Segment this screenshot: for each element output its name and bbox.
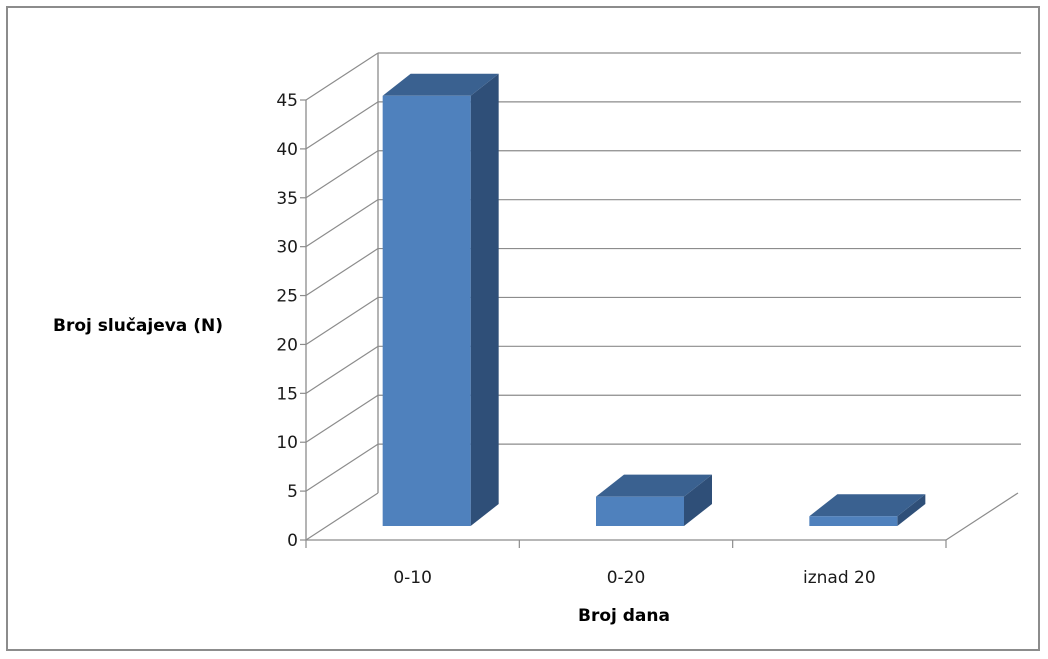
y-tick-label: 15 bbox=[276, 384, 298, 404]
label-layer: 0 5 10 15 20 25 30 35 40 45 0-10 0-20 iznad 20 bbox=[276, 91, 875, 588]
gridline-side bbox=[305, 492, 379, 541]
bar-top bbox=[809, 494, 926, 517]
y-tick-label: 45 bbox=[276, 91, 298, 111]
bar-side bbox=[897, 494, 926, 526]
bar-side bbox=[470, 73, 499, 527]
bar-top bbox=[596, 474, 712, 497]
gridline-side bbox=[305, 101, 379, 150]
gridline-side bbox=[305, 150, 379, 199]
gridline-side bbox=[305, 443, 379, 492]
bar-layer bbox=[382, 73, 926, 527]
bar-front bbox=[382, 95, 471, 527]
bar-iznad-20 bbox=[809, 494, 926, 526]
bar-side bbox=[684, 474, 712, 526]
bar-0-20 bbox=[596, 474, 712, 526]
x-tick-label: 0-10 bbox=[393, 568, 432, 588]
gridline-side bbox=[305, 345, 379, 394]
y-tick-label: 0 bbox=[287, 531, 298, 551]
y-tick-label: 40 bbox=[276, 140, 298, 160]
bar-front bbox=[809, 516, 898, 526]
gridline-side bbox=[305, 52, 379, 101]
bar-front bbox=[596, 496, 684, 526]
gridline-side bbox=[305, 248, 379, 297]
y-tick-label: 5 bbox=[287, 482, 298, 502]
y-tick-label: 30 bbox=[276, 238, 298, 258]
bar-0-10 bbox=[382, 73, 499, 527]
bar-top bbox=[382, 73, 499, 96]
x-axis-title: Broj dana bbox=[578, 606, 670, 626]
y-tick-label: 25 bbox=[276, 287, 298, 307]
y-axis-title: Broj slučajeva (N) bbox=[53, 316, 223, 336]
gridline-side bbox=[305, 199, 379, 248]
y-tick-label: 20 bbox=[276, 335, 298, 355]
y-tick-label: 35 bbox=[276, 189, 298, 209]
gridline-side bbox=[305, 296, 379, 345]
x-tick-label: iznad 20 bbox=[803, 568, 876, 588]
chart-frame bbox=[6, 6, 1040, 651]
floor-right-edge bbox=[945, 492, 1019, 541]
axis-layer bbox=[300, 53, 1019, 548]
x-tick-label: 0-20 bbox=[607, 568, 646, 588]
y-tick-label: 10 bbox=[276, 433, 298, 453]
gridline-side bbox=[305, 394, 379, 443]
